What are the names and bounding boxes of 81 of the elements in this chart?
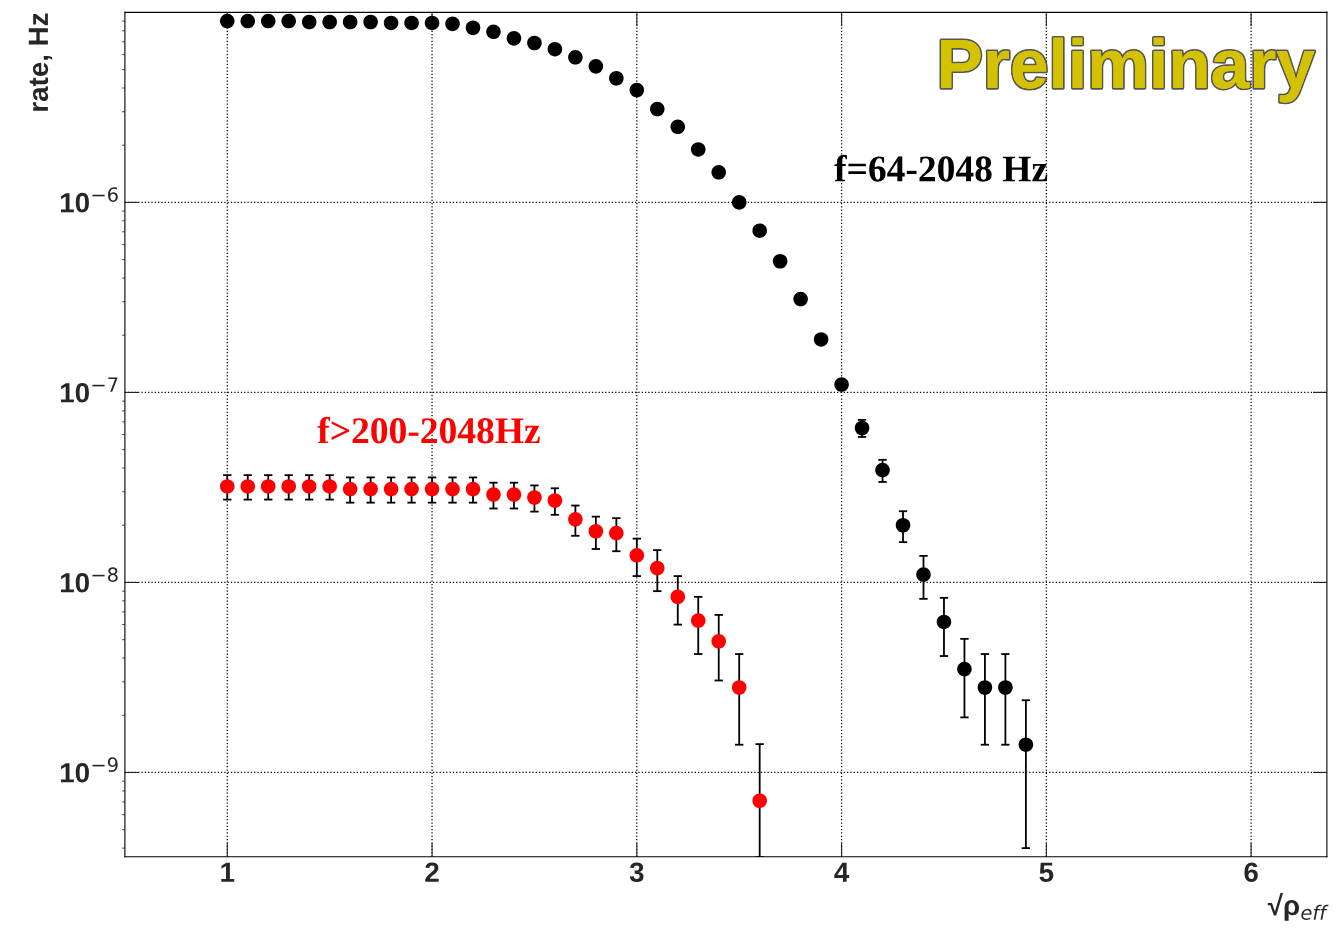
point <box>588 59 604 74</box>
point <box>690 142 706 157</box>
y-tick-label: 10$^{−6}$ <box>60 187 118 213</box>
point <box>301 479 317 494</box>
point <box>793 291 808 307</box>
x-tick-label: 1 <box>221 862 235 882</box>
point <box>527 490 542 505</box>
point <box>875 462 890 478</box>
point <box>731 195 747 210</box>
point <box>568 512 583 527</box>
point <box>260 13 276 29</box>
point <box>752 223 767 238</box>
point <box>977 680 993 695</box>
y-tick-label: 10$^{−9}$ <box>60 757 118 783</box>
point <box>445 16 460 32</box>
point <box>363 481 378 497</box>
point <box>834 377 849 392</box>
point <box>609 525 624 541</box>
point <box>1018 737 1034 752</box>
point <box>547 493 563 508</box>
point <box>629 82 645 98</box>
point <box>281 479 296 494</box>
point <box>506 487 522 502</box>
point <box>465 20 481 36</box>
point <box>220 479 235 494</box>
point <box>363 14 378 30</box>
point <box>342 481 358 497</box>
x-tick-label: 5 <box>1039 862 1054 883</box>
point <box>383 481 399 497</box>
x-axis-title: √ρ$_{eff}$ <box>1267 893 1329 921</box>
point <box>322 479 337 494</box>
point <box>547 41 563 57</box>
point <box>445 481 460 497</box>
point <box>650 560 665 576</box>
annotation: Preliminary <box>941 37 1315 103</box>
point <box>650 101 665 117</box>
point <box>301 14 317 30</box>
point <box>690 613 706 628</box>
text: f=64-2048 Hz <box>834 154 1048 182</box>
point <box>936 614 952 630</box>
series-label: f>200-2048Hz <box>317 416 540 444</box>
point <box>731 680 747 695</box>
point <box>629 548 645 563</box>
point <box>506 31 522 46</box>
point <box>465 481 481 497</box>
point <box>383 15 399 31</box>
x-tick-label: 2 <box>425 862 439 882</box>
point <box>752 793 767 809</box>
point <box>281 13 296 29</box>
point <box>998 680 1013 695</box>
x-tick-label: 4 <box>834 862 850 882</box>
point <box>240 479 256 494</box>
point <box>342 14 358 30</box>
point <box>527 35 542 51</box>
point <box>609 70 624 86</box>
x-tick-label: 6 <box>1244 862 1258 883</box>
point <box>772 253 788 269</box>
point <box>486 487 501 502</box>
point <box>424 481 440 497</box>
point <box>711 634 727 649</box>
point <box>813 332 829 347</box>
point <box>404 481 419 497</box>
point <box>424 15 440 31</box>
point <box>670 119 686 135</box>
point <box>957 661 972 677</box>
point <box>220 13 235 29</box>
point <box>260 479 276 494</box>
y-axis-title: rate, Hz <box>28 13 53 111</box>
point <box>486 24 501 40</box>
x-tick-label: 3 <box>629 862 644 883</box>
point <box>404 15 419 31</box>
point <box>895 517 911 533</box>
y-tick-label: 10$^{−7}$ <box>60 377 118 403</box>
point <box>916 567 931 582</box>
point <box>588 523 604 539</box>
point <box>568 50 583 65</box>
point <box>670 589 686 605</box>
y-tick-label: 10$^{−8}$ <box>60 567 118 593</box>
point <box>711 165 727 180</box>
point <box>322 14 337 30</box>
point <box>240 13 256 29</box>
